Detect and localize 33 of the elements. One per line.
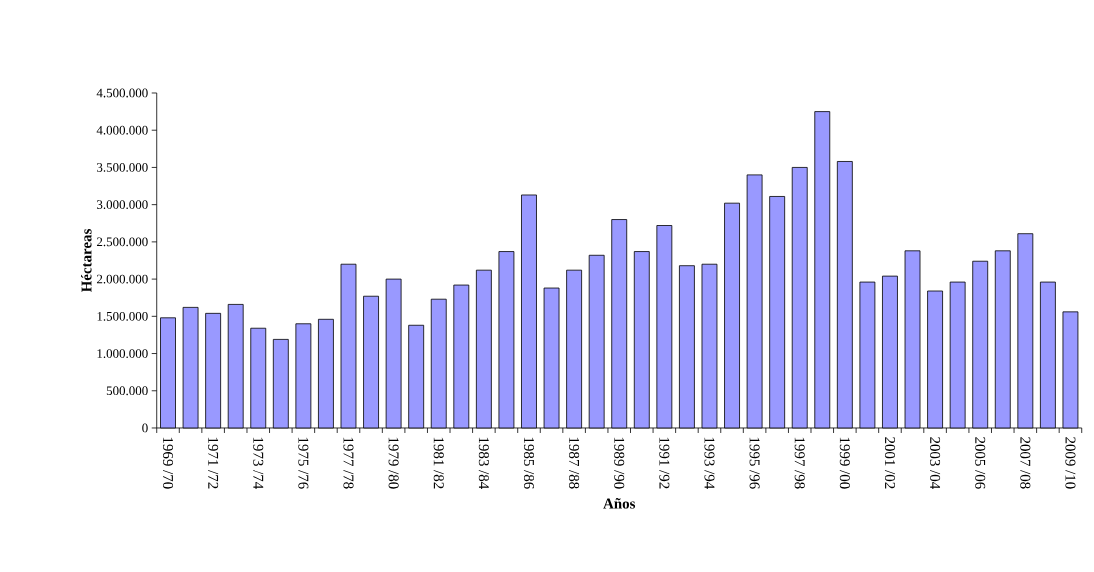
x-axis-title: Años — [603, 498, 636, 509]
y-tick-label: 2.500.000 — [96, 237, 148, 247]
x-tick-label: 1979 /80 — [388, 437, 399, 489]
x-tick-label: 1977 /78 — [343, 437, 354, 489]
x-tick-label: 1971 /72 — [208, 437, 219, 489]
x-tick-label: 1983 /84 — [478, 437, 489, 489]
y-tick-label: 0 — [142, 423, 148, 433]
y-axis-title: Héctareas — [81, 229, 92, 293]
y-tick-label: 3.000.000 — [97, 200, 148, 210]
x-tick-label: 1993 /94 — [704, 437, 715, 489]
x-tick-label: 2009 /10 — [1065, 437, 1076, 489]
x-tick-label: 2007 /08 — [1020, 437, 1031, 489]
x-tick-label: 2003 /04 — [930, 437, 941, 489]
x-tick-label: 1991 /92 — [659, 437, 670, 489]
y-tick-label: 4.500.000 — [96, 88, 148, 98]
x-tick-label: 1999 /00 — [839, 437, 850, 489]
x-tick-label: 1975 /76 — [298, 437, 309, 489]
x-tick-label: 1981 /82 — [433, 437, 444, 489]
y-tick-label: 1.000.000 — [97, 349, 148, 358]
x-tick-label: 1987 /88 — [569, 437, 580, 489]
x-tick-label: 2005 /06 — [975, 437, 986, 489]
y-tick-label: 3.500.000 — [97, 163, 148, 172]
y-tick-label: 1.500.000 — [97, 311, 148, 321]
x-tick-label: 2001 /02 — [884, 437, 895, 489]
x-tick-label: 1969 /70 — [162, 437, 174, 489]
x-tick-label: 1973 /74 — [253, 437, 264, 489]
x-tick-label: 1985 /86 — [523, 437, 535, 489]
y-tick-label: 4.000.000 — [96, 125, 148, 135]
x-tick-label: 1989 /90 — [614, 437, 625, 489]
y-tick-label: 2.000.000 — [96, 274, 148, 284]
y-tick-label: 500.000 — [106, 386, 148, 396]
x-tick-label: 1997 /98 — [794, 437, 805, 489]
x-tick-label: 1995 /96 — [749, 437, 760, 489]
